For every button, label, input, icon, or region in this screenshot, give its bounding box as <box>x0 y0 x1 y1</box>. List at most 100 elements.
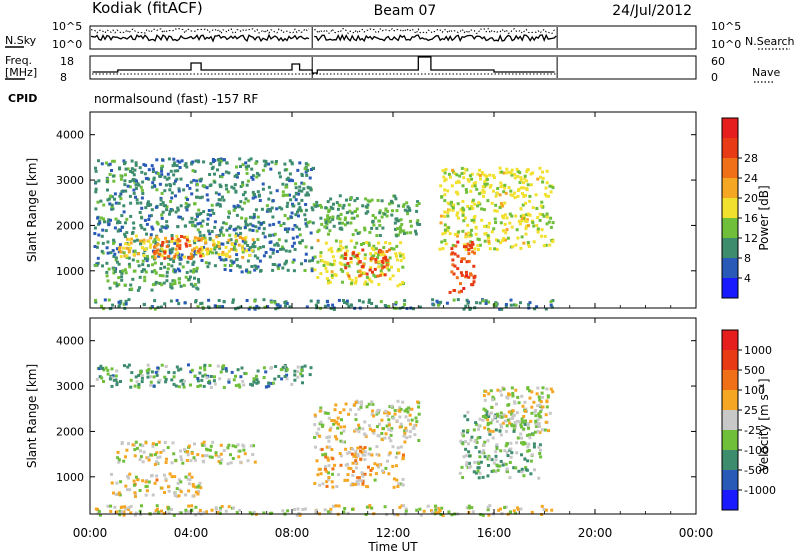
heatmap-cell <box>341 246 345 250</box>
heatmap-cell <box>328 280 332 284</box>
heatmap-cell <box>174 194 177 198</box>
heatmap-cell <box>178 246 182 250</box>
heatmap-cell <box>266 208 270 212</box>
heatmap-cell <box>477 424 481 428</box>
heatmap-cell <box>285 259 288 263</box>
heatmap-cell <box>153 481 157 485</box>
heatmap-cell <box>329 507 333 511</box>
heatmap-cell <box>365 275 369 279</box>
heatmap-cell <box>134 375 138 379</box>
heatmap-cell <box>491 395 495 399</box>
beam-title: Beam 07 <box>374 3 437 19</box>
heatmap-cell <box>469 189 473 193</box>
heatmap-cell <box>356 262 360 266</box>
heatmap-cell <box>343 301 346 304</box>
heatmap-cell <box>234 384 238 388</box>
heatmap-cell <box>294 198 298 202</box>
heatmap-cell <box>465 298 469 302</box>
heatmap-cell <box>212 243 215 247</box>
range-tick-label: 4000 <box>56 335 84 348</box>
heatmap-cell <box>137 383 141 386</box>
heatmap-cell <box>232 208 236 212</box>
heatmap-cell <box>175 494 179 498</box>
heatmap-cell <box>530 405 534 409</box>
heatmap-cell <box>398 425 402 429</box>
heatmap-cell <box>464 167 468 171</box>
heatmap-cell <box>154 280 158 284</box>
heatmap-cell <box>235 257 239 261</box>
heatmap-cell <box>532 240 536 244</box>
heatmap-cell <box>133 180 137 184</box>
heatmap-cell <box>486 508 490 512</box>
freq-panel-frame <box>89 55 697 80</box>
heatmap-cell <box>450 270 454 274</box>
heatmap-cell <box>197 511 201 515</box>
heatmap-cell <box>541 170 544 174</box>
heatmap-cell <box>298 240 302 244</box>
heatmap-cell <box>477 238 481 242</box>
heatmap-cell <box>337 504 341 508</box>
heatmap-cell <box>281 509 285 513</box>
heatmap-cell <box>94 180 98 184</box>
heatmap-cell <box>224 254 228 258</box>
heatmap-cell <box>106 251 110 255</box>
heatmap-cell <box>127 262 131 266</box>
heatmap-cell <box>300 198 304 202</box>
heatmap-cell <box>191 169 195 173</box>
heatmap-cell <box>377 253 380 257</box>
heatmap-cell <box>168 257 172 261</box>
heatmap-cell <box>191 262 195 266</box>
heatmap-cell <box>503 506 507 509</box>
heatmap-cell <box>123 364 126 368</box>
heatmap-cell <box>205 510 208 514</box>
heatmap-cell <box>471 283 475 287</box>
heatmap-cell <box>502 190 506 194</box>
heatmap-cell <box>132 221 136 225</box>
noise-sky-trace <box>314 33 557 43</box>
heatmap-cell <box>132 188 136 192</box>
heatmap-cell <box>543 234 547 238</box>
heatmap-cell <box>235 165 238 169</box>
heatmap-cell <box>215 203 219 207</box>
heatmap-cell <box>184 162 188 166</box>
heatmap-cell <box>174 210 178 214</box>
heatmap-cell <box>172 161 176 165</box>
heatmap-cell <box>187 256 191 260</box>
heatmap-cell <box>298 513 301 517</box>
heatmap-cell <box>309 299 313 303</box>
heatmap-cell <box>351 447 355 451</box>
heatmap-cell <box>110 195 114 199</box>
heatmap-cell <box>127 250 131 254</box>
heatmap-cell <box>233 228 237 232</box>
heatmap-cell <box>349 303 353 307</box>
heatmap-cell <box>359 403 363 407</box>
heatmap-cell <box>522 181 525 185</box>
heatmap-cell <box>514 388 518 392</box>
heatmap-cell <box>217 299 221 302</box>
heatmap-cell <box>363 458 367 462</box>
heatmap-cell <box>249 444 253 448</box>
heatmap-cell <box>189 180 193 184</box>
heatmap-cell <box>488 504 492 508</box>
heatmap-cell <box>293 224 297 227</box>
heatmap-cell <box>160 283 164 287</box>
heatmap-cell <box>375 445 379 449</box>
heatmap-cell <box>201 219 205 223</box>
heatmap-cell <box>292 241 296 245</box>
heatmap-cell <box>394 252 398 256</box>
heatmap-cell <box>524 409 527 413</box>
heatmap-cell <box>118 243 122 247</box>
heatmap-cell <box>236 172 240 175</box>
heatmap-cell <box>511 245 515 249</box>
heatmap-cell <box>540 408 544 412</box>
heatmap-cell <box>199 254 203 258</box>
heatmap-cell <box>506 403 510 407</box>
heatmap-cell <box>531 433 535 437</box>
heatmap-cell <box>190 368 194 372</box>
heatmap-cell <box>536 418 540 422</box>
heatmap-cell <box>439 300 443 304</box>
heatmap-cell <box>137 264 141 268</box>
heatmap-cell <box>515 167 519 171</box>
heatmap-cell <box>203 368 207 372</box>
heatmap-cell <box>521 192 524 196</box>
